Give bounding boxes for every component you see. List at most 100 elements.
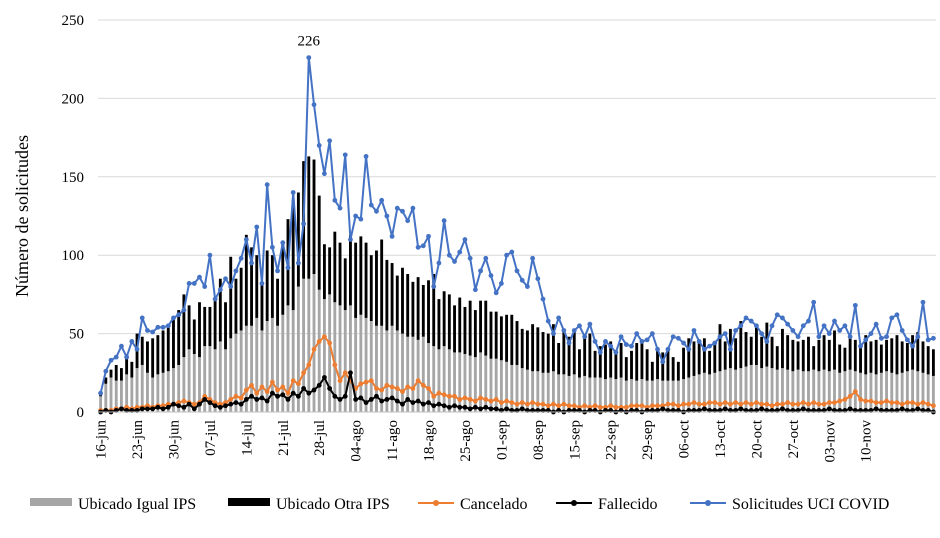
bar-ubicado-otra-ips: [177, 310, 181, 365]
bar-ubicado-otra-ips: [369, 255, 373, 322]
bar-ubicado-otra-ips: [718, 324, 722, 372]
bar-ubicado-igual-ips: [375, 325, 378, 412]
bar-ubicado-igual-ips: [229, 338, 233, 412]
point-solicitudes-uci-covid: [733, 328, 739, 333]
point-cancelado: [858, 397, 863, 402]
point-solicitudes-uci-covid: [462, 237, 468, 242]
point-fallecido: [238, 401, 244, 407]
bar-ubicado-igual-ips: [900, 372, 904, 412]
bar-ubicado-igual-ips: [619, 377, 623, 412]
point-fallecido: [441, 403, 447, 409]
point-solicitudes-uci-covid: [145, 328, 150, 333]
bar-ubicado-otra-ips: [890, 338, 894, 373]
bar-ubicado-igual-ips: [166, 371, 170, 412]
point-solicitudes-uci-covid: [405, 218, 411, 224]
point-cancelado: [311, 346, 317, 352]
y-tick-label: 250: [62, 13, 85, 29]
point-solicitudes-uci-covid: [556, 315, 562, 321]
bar-ubicado-igual-ips: [437, 349, 441, 412]
point-cancelado: [806, 401, 811, 407]
point-solicitudes-uci-covid: [426, 233, 431, 239]
point-solicitudes-uci-covid: [623, 342, 629, 347]
point-cancelado: [483, 397, 489, 402]
bar-ubicado-otra-ips: [437, 299, 441, 350]
bar-ubicado-igual-ips: [760, 368, 764, 412]
bar-ubicado-igual-ips: [749, 364, 753, 412]
bar-ubicado-igual-ips: [473, 357, 477, 412]
bar-ubicado-igual-ips: [505, 361, 509, 412]
bar-ubicado-otra-ips: [463, 306, 467, 354]
point-solicitudes-uci-covid: [483, 255, 489, 261]
bar-ubicado-igual-ips: [458, 352, 462, 412]
bar-ubicado-igual-ips: [385, 330, 389, 412]
point-solicitudes-uci-covid: [551, 331, 556, 336]
point-cancelado: [597, 404, 603, 410]
point-solicitudes-uci-covid: [311, 102, 317, 108]
x-tick-label: 16-jun: [94, 420, 110, 460]
point-cancelado: [368, 378, 374, 384]
bar-ubicado-igual-ips: [125, 374, 129, 412]
bar-ubicado-otra-ips: [255, 255, 259, 318]
point-solicitudes-uci-covid: [910, 343, 915, 349]
bar-ubicado-igual-ips: [650, 380, 654, 412]
bar-ubicado-igual-ips: [296, 286, 300, 412]
point-solicitudes-uci-covid: [639, 339, 645, 344]
point-fallecido: [467, 406, 473, 412]
bar-ubicado-igual-ips: [307, 278, 311, 412]
point-cancelado: [608, 403, 614, 409]
bar-ubicado-igual-ips: [119, 380, 123, 412]
y-tick-label: 50: [69, 327, 84, 343]
bar-ubicado-igual-ips: [598, 377, 602, 412]
bar-ubicado-otra-ips: [416, 277, 420, 340]
bar-ubicado-otra-ips: [541, 332, 545, 373]
point-solicitudes-uci-covid: [332, 197, 338, 203]
point-fallecido: [426, 400, 431, 405]
point-fallecido: [269, 390, 275, 396]
bar-ubicado-igual-ips: [302, 278, 306, 412]
point-cancelado: [322, 334, 327, 340]
point-cancelado: [504, 398, 509, 404]
point-fallecido: [472, 404, 478, 410]
point-cancelado: [436, 390, 442, 396]
point-cancelado: [764, 401, 770, 407]
point-cancelado: [342, 370, 348, 376]
bar-ubicado-otra-ips: [322, 244, 326, 300]
bar-ubicado-igual-ips: [182, 357, 186, 412]
bar-ubicado-igual-ips: [411, 336, 415, 412]
point-solicitudes-uci-covid: [571, 328, 577, 333]
point-cancelado: [535, 401, 541, 407]
point-solicitudes-uci-covid: [738, 323, 744, 329]
bar-ubicado-otra-ips: [244, 234, 248, 326]
bar-ubicado-igual-ips: [198, 357, 201, 412]
bar-ubicado-otra-ips: [161, 330, 165, 373]
point-fallecido: [337, 397, 343, 402]
bar-ubicado-otra-ips: [562, 330, 566, 375]
point-fallecido: [228, 401, 234, 407]
bar-ubicado-otra-ips: [281, 244, 285, 315]
point-solicitudes-uci-covid: [915, 334, 921, 340]
bar-ubicado-otra-ips: [827, 339, 831, 372]
point-solicitudes-uci-covid: [295, 260, 301, 266]
bar-ubicado-otra-ips: [395, 275, 399, 331]
bar-ubicado-igual-ips: [562, 374, 566, 412]
point-cancelado: [837, 398, 843, 404]
x-tick-label: 27-oct: [786, 419, 802, 458]
point-cancelado: [280, 384, 286, 390]
bar-ubicado-otra-ips: [260, 283, 264, 331]
point-solicitudes-uci-covid: [764, 339, 770, 344]
point-fallecido: [259, 395, 265, 401]
point-cancelado: [394, 386, 400, 391]
point-solicitudes-uci-covid: [884, 334, 889, 340]
bar-ubicado-igual-ips: [135, 368, 139, 412]
point-solicitudes-uci-covid: [472, 287, 478, 293]
bar-ubicado-otra-ips: [624, 357, 628, 381]
bar-ubicado-otra-ips: [796, 341, 800, 370]
bar-ubicado-igual-ips: [536, 371, 540, 412]
point-cancelado: [889, 400, 895, 405]
point-cancelado: [301, 370, 306, 376]
point-solicitudes-uci-covid: [98, 390, 104, 396]
point-solicitudes-uci-covid: [858, 343, 863, 349]
point-fallecido: [327, 386, 333, 391]
bar-ubicado-igual-ips: [380, 325, 384, 412]
bar-ubicado-igual-ips: [718, 371, 722, 412]
